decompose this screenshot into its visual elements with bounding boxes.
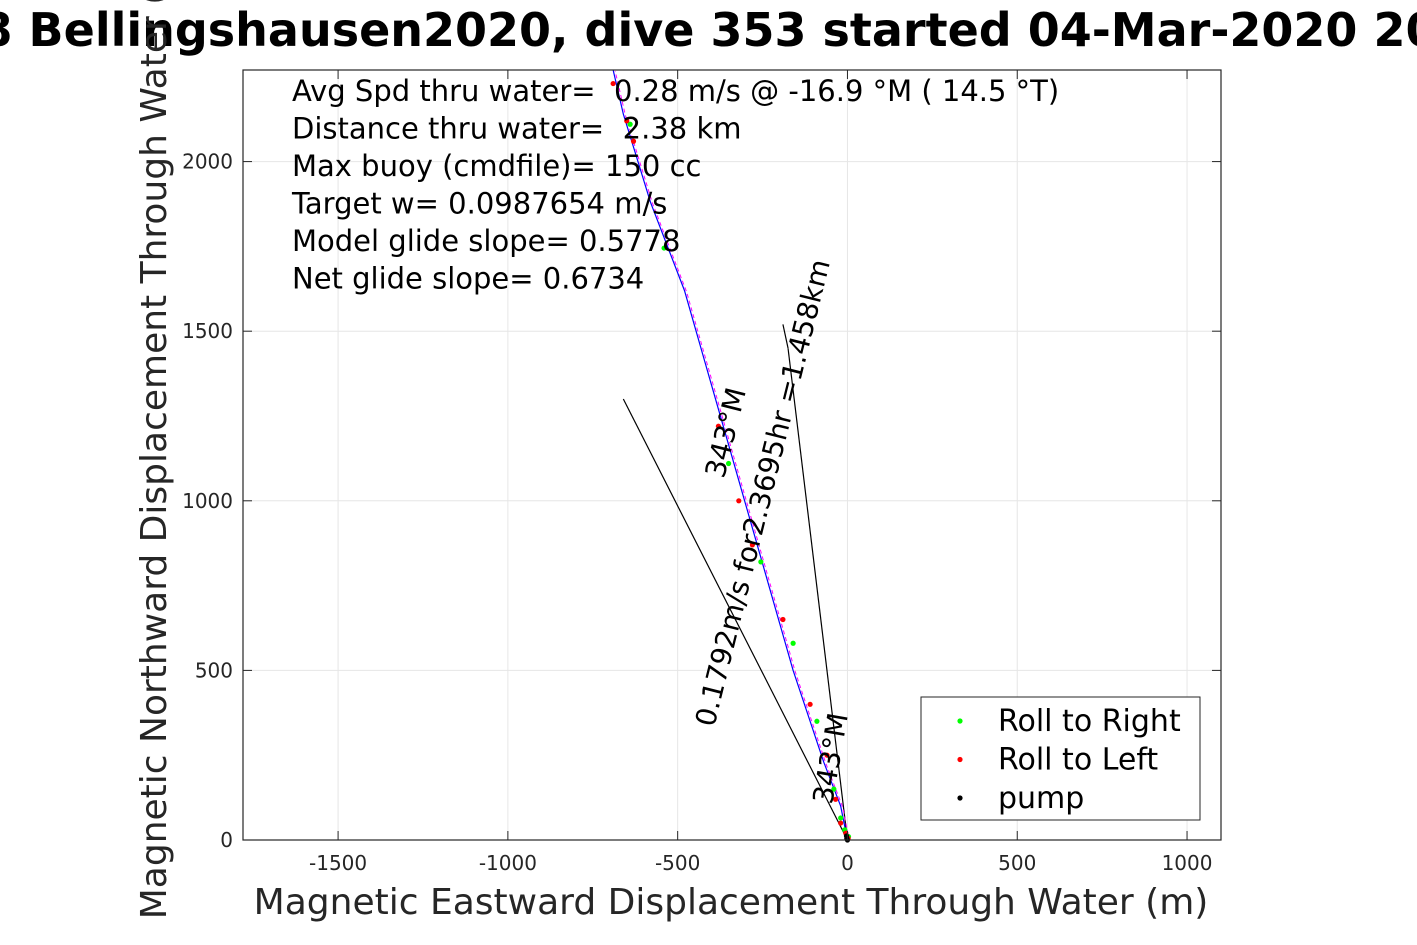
x-tick-label: -500 <box>655 851 700 875</box>
reference-line <box>787 348 849 841</box>
y-tick-label: 0 <box>220 828 233 852</box>
roll-to-left-point <box>749 542 755 548</box>
roll-to-left-point <box>832 796 839 802</box>
legend-marker <box>957 718 963 724</box>
roll-to-right-point <box>627 121 633 127</box>
legend-label: Roll to Left <box>998 743 1158 778</box>
y-tick-label: 2000 <box>182 150 233 174</box>
x-tick-label: 500 <box>998 851 1036 875</box>
legend-label: pump <box>998 781 1084 816</box>
roll-to-right-point <box>758 559 764 565</box>
roll-to-right-point <box>831 786 837 792</box>
annotation-line: Distance thru water= 2.38 km <box>292 112 742 146</box>
roll-to-left-point <box>736 498 742 504</box>
y-tick-label: 1000 <box>182 489 233 513</box>
roll-to-left-point <box>807 701 813 707</box>
roll-to-left-point <box>715 423 722 429</box>
y-axis-label: Magnetic Northward Displacement Through … <box>134 0 175 919</box>
x-tick-label: -1000 <box>479 851 537 875</box>
annotation-line: Avg Spd thru water= 0.28 m/s @ -16.9 °M … <box>292 74 1059 108</box>
y-tick-label: 500 <box>195 658 233 682</box>
roll-to-right-point <box>661 245 667 251</box>
x-axis-label: Magnetic Eastward Displacement Through W… <box>254 882 1209 923</box>
axis-ticks: -1500 -1000 -500 0 500 1000 0 500 1000 1500 2000 <box>182 70 1221 875</box>
reference-lines <box>622 324 849 841</box>
chart-title: 8 Bellingshausen2020, dive 353 started 0… <box>0 3 1417 57</box>
legend-box <box>920 696 1201 821</box>
roll-to-left-point <box>610 80 616 87</box>
roll-to-left-point <box>824 752 830 758</box>
legend-label: Roll to Right <box>998 704 1181 739</box>
annotation-line: Model glide slope= 0.5778 <box>292 224 680 258</box>
roll-to-right-point <box>790 640 796 646</box>
roll-to-left-point <box>838 820 844 826</box>
roll-to-right-point <box>814 718 820 724</box>
annotation-line: Max buoy (cmdfile)= 150 cc <box>292 149 701 183</box>
pump-point <box>843 833 850 839</box>
x-tick-label: 0 <box>841 851 854 875</box>
annotation-line: Target w= 0.0987654 m/s <box>291 187 667 221</box>
x-tick-label: -1500 <box>309 851 367 875</box>
reference-line <box>782 324 789 349</box>
track-line <box>612 69 849 841</box>
annotation-line: Net glide slope= 0.6734 <box>292 262 644 296</box>
legend-marker <box>957 756 963 763</box>
grid-lines <box>243 70 1221 841</box>
roll-to-left-point <box>630 138 637 144</box>
plot-frame <box>242 69 1222 841</box>
track-dashed-line <box>614 70 850 842</box>
legend-marker <box>957 795 963 801</box>
roll-to-left-point <box>780 616 786 623</box>
roll-to-right-point <box>838 815 844 821</box>
annotation-block: Avg Spd thru water= 0.28 m/s @ -16.9 °M … <box>291 74 1059 296</box>
roll-to-left-point <box>624 118 630 124</box>
x-tick-label: 1000 <box>1162 851 1213 875</box>
reference-line <box>622 398 848 841</box>
roll-to-right-point <box>726 460 732 467</box>
y-tick-label: 1500 <box>182 319 233 343</box>
